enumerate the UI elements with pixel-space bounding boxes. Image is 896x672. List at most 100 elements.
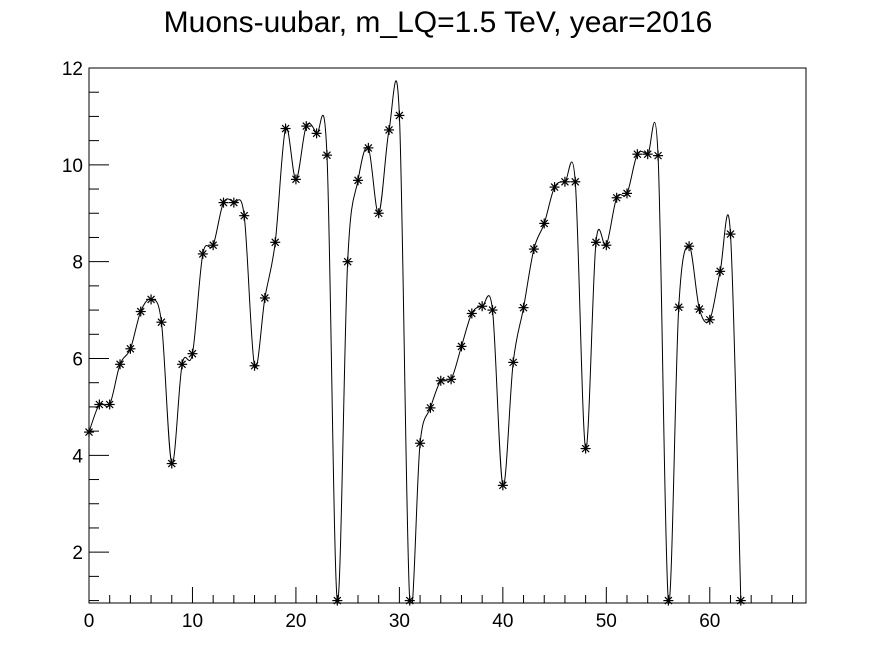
marker-stroke <box>416 439 425 448</box>
marker-stroke <box>323 151 331 160</box>
marker-stroke <box>705 315 714 324</box>
data-point <box>353 175 363 186</box>
marker-stroke <box>240 211 249 220</box>
y-tick-label: 6 <box>72 349 83 370</box>
x-tick-label: 30 <box>389 611 410 632</box>
data-point <box>735 595 746 606</box>
data-point <box>187 348 198 359</box>
x-tick-label: 60 <box>699 611 720 632</box>
marker-stroke <box>633 150 642 159</box>
marker-stroke <box>116 360 124 369</box>
data-point <box>477 301 488 312</box>
marker-stroke <box>147 295 156 304</box>
data-point <box>321 150 332 161</box>
y-tick-label: 4 <box>72 446 83 467</box>
marker-stroke <box>281 124 290 133</box>
data-point <box>239 210 250 221</box>
marker-stroke <box>478 302 487 311</box>
x-tick-label: 40 <box>492 611 513 632</box>
marker-stroke <box>716 267 725 276</box>
data-point <box>715 266 726 277</box>
marker-stroke <box>726 230 735 238</box>
data-point <box>704 314 715 325</box>
marker-stroke <box>436 376 445 385</box>
data-point <box>466 308 477 319</box>
data-point <box>84 427 94 438</box>
y-axis: 2 4 6 8 10 12 <box>62 59 109 602</box>
marker-stroke <box>85 428 93 437</box>
data-point <box>642 149 653 160</box>
marker-stroke <box>457 342 466 351</box>
data-point <box>518 302 529 313</box>
marker-stroke <box>167 459 176 468</box>
marker-stroke <box>157 318 166 327</box>
marker-stroke <box>105 400 114 409</box>
data-point <box>146 294 157 305</box>
data-point <box>177 359 188 370</box>
marker-stroke <box>519 303 528 312</box>
marker-stroke <box>664 596 673 605</box>
marker-stroke <box>426 403 435 412</box>
marker-stroke <box>550 183 559 192</box>
plot-frame <box>88 67 807 604</box>
marker-stroke <box>643 150 652 159</box>
data-point <box>508 357 519 368</box>
data-point <box>166 458 177 469</box>
data-point <box>363 142 374 153</box>
x-tick-label: 50 <box>596 611 617 632</box>
data-point <box>684 241 695 252</box>
data-point <box>104 399 115 410</box>
marker-stroke <box>209 241 218 250</box>
marker-stroke <box>198 249 207 258</box>
marker-stroke <box>364 143 373 152</box>
marker-stroke <box>260 294 269 302</box>
x-tick-label: 20 <box>285 611 306 632</box>
data-point <box>208 240 219 251</box>
marker-stroke <box>612 193 621 202</box>
data-point <box>373 208 384 219</box>
data-point <box>570 176 581 187</box>
data-point <box>694 304 705 315</box>
data-point <box>580 443 591 454</box>
marker-stroke <box>509 358 518 367</box>
data-point <box>301 121 312 132</box>
data-point <box>590 237 601 248</box>
marker-stroke <box>540 219 549 228</box>
marker-stroke <box>178 360 187 369</box>
marker-stroke <box>447 375 456 384</box>
x-tick-label: 10 <box>182 611 203 632</box>
data-point <box>290 174 301 185</box>
marker-stroke <box>333 596 342 605</box>
marker-stroke <box>405 596 414 605</box>
marker-stroke <box>736 596 745 605</box>
marker-stroke <box>654 151 662 160</box>
data-point <box>270 237 281 248</box>
x-tick-label: 0 <box>84 611 95 632</box>
series-curve <box>89 80 742 603</box>
marker-stroke <box>343 257 352 266</box>
data-point <box>497 480 508 491</box>
marker-stroke <box>602 241 611 250</box>
series-line <box>89 80 742 603</box>
data-point <box>487 305 498 316</box>
data-point <box>528 244 539 255</box>
data-point <box>435 375 446 386</box>
x-axis: 0 10 20 30 40 50 60 <box>84 587 794 632</box>
data-point <box>559 176 570 187</box>
data-point <box>342 256 353 267</box>
data-point <box>404 595 415 606</box>
data-point <box>601 240 612 251</box>
y-tick-label: 2 <box>72 543 83 564</box>
marker-stroke <box>695 305 704 314</box>
data-point <box>415 438 426 449</box>
data-point <box>280 123 291 134</box>
marker-stroke <box>592 238 600 247</box>
data-point <box>332 595 343 606</box>
data-point <box>611 192 622 203</box>
data-point <box>228 197 239 208</box>
data-point <box>394 110 405 121</box>
marker-stroke <box>250 361 259 370</box>
data-point <box>653 150 664 161</box>
marker-stroke <box>488 306 497 315</box>
